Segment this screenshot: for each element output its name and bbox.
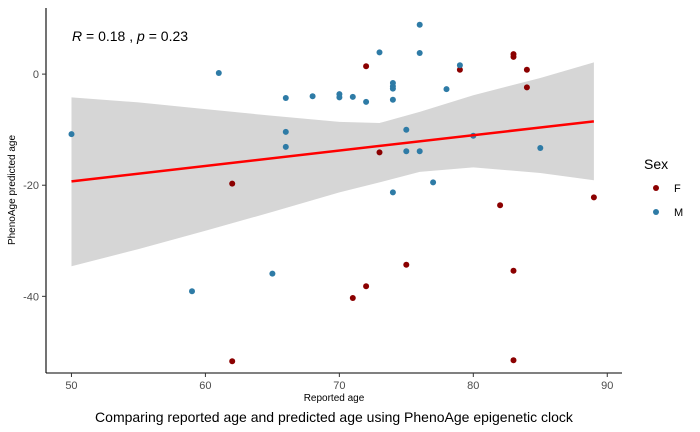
data-point-f: [523, 84, 530, 91]
x-axis-title: Reported age: [304, 393, 365, 404]
y-tick-label: -20: [23, 180, 39, 192]
x-tick-label: 80: [467, 380, 479, 392]
x-tick-label: 70: [333, 380, 345, 392]
data-point-m: [389, 96, 396, 103]
data-point-f: [510, 53, 517, 60]
data-point-f: [229, 358, 236, 365]
data-point-f: [510, 357, 517, 364]
data-point-m: [403, 148, 410, 155]
p-value: 0.23: [161, 28, 188, 44]
confidence-band: [71, 62, 594, 267]
y-tick-label: -40: [23, 291, 39, 303]
y-axis-title: PhenoAge predicted age: [7, 135, 18, 246]
data-point-m: [282, 128, 289, 135]
data-point-m: [416, 148, 423, 155]
data-point-f: [363, 283, 370, 290]
data-point-m: [189, 288, 195, 295]
data-point-m: [376, 49, 383, 56]
data-point-m: [443, 86, 450, 93]
data-point-m: [363, 98, 370, 105]
data-point-f: [229, 180, 236, 187]
data-point-m: [282, 143, 289, 150]
x-tick-label: 90: [601, 380, 613, 392]
r-symbol: R: [72, 28, 82, 44]
data-point-m: [309, 93, 316, 100]
legend: Sex F M: [644, 156, 683, 219]
data-point-f: [349, 295, 356, 301]
chart-caption: Comparing reported age and predicted age…: [95, 409, 574, 425]
legend-label-m: M: [674, 207, 683, 219]
data-point-m: [403, 126, 410, 133]
data-point-m: [68, 131, 75, 138]
y-tick-label: 0: [33, 69, 39, 81]
r-value: 0.18: [98, 28, 125, 44]
data-point-m: [215, 70, 222, 76]
p-symbol: p: [136, 28, 145, 44]
data-point-m: [282, 95, 289, 101]
confidence-band-layer: [71, 62, 594, 267]
data-point-m: [389, 189, 396, 196]
data-point-f: [510, 267, 517, 274]
data-point-m: [349, 93, 356, 100]
data-point-m: [416, 21, 423, 28]
points-layer: [68, 21, 597, 365]
data-point-m: [416, 50, 423, 56]
legend-title: Sex: [644, 156, 668, 172]
legend-key-m: [653, 209, 659, 215]
data-point-f: [456, 66, 463, 73]
data-point-m: [336, 94, 343, 101]
stat-annotation: R = 0.18 , p = 0.23: [72, 28, 188, 44]
data-point-m: [430, 179, 437, 186]
data-point-m: [389, 85, 396, 92]
annotation-separator: ,: [129, 28, 133, 44]
regression-line-layer: [71, 120, 595, 183]
data-point-m: [269, 270, 276, 277]
axes-layer: 50 60 70 80 90 -40 -20 0: [23, 8, 622, 392]
data-point-f: [590, 194, 597, 201]
data-point-f: [376, 149, 383, 156]
data-point-f: [363, 63, 370, 70]
x-tick-label: 50: [65, 380, 77, 392]
data-point-m: [456, 62, 463, 69]
legend-label-f: F: [674, 183, 681, 195]
data-point-f: [403, 261, 410, 268]
data-point-f: [523, 66, 530, 73]
legend-key-f: [653, 185, 659, 191]
x-tick-label: 60: [199, 380, 211, 392]
regression-line: [71, 120, 595, 183]
data-point-m: [537, 145, 544, 151]
data-point-f: [497, 202, 504, 209]
